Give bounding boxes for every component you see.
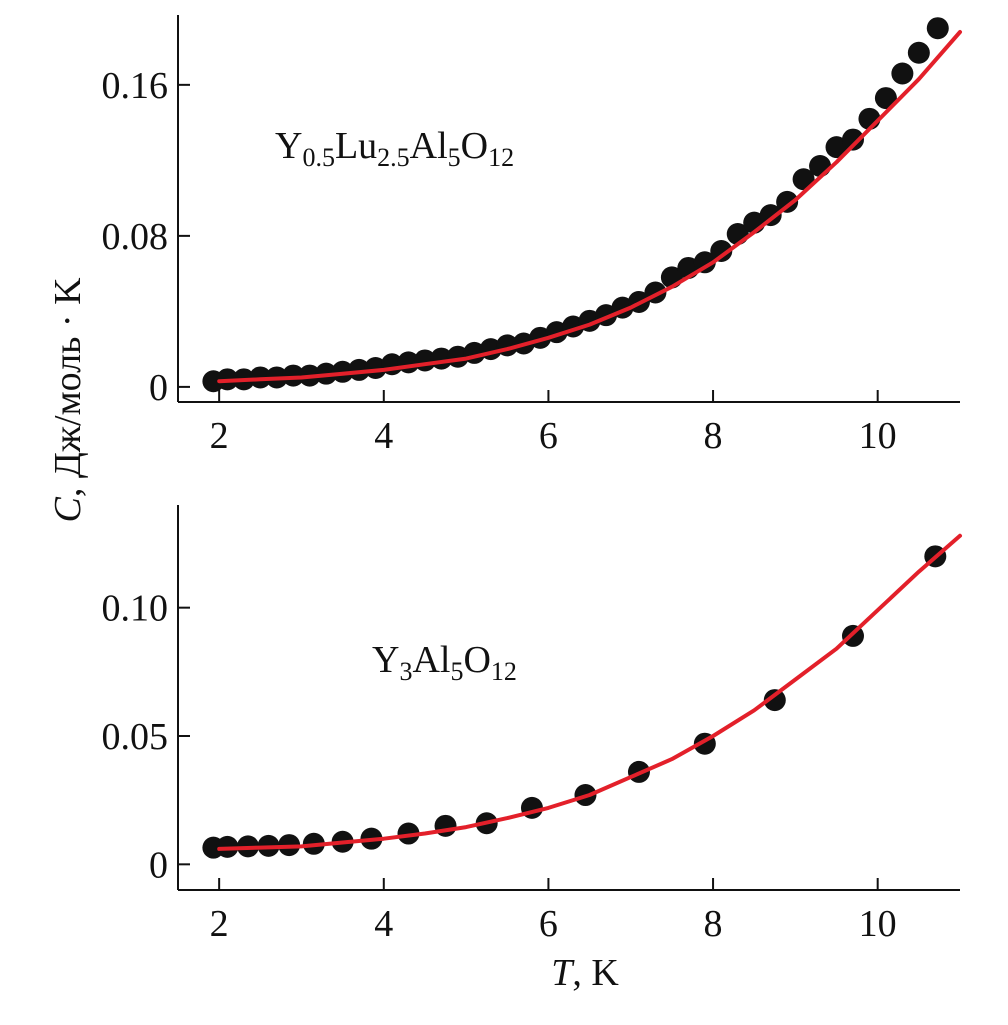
formula-element: Y	[275, 125, 302, 167]
x-axis-unit: , K	[572, 952, 619, 994]
x-axis-label: T, K	[551, 952, 619, 994]
y-axis-label: C, Дж/моль · K	[47, 277, 89, 523]
fit-line	[217, 533, 962, 851]
formula-subscript: 3	[399, 657, 412, 686]
data-point	[282, 364, 305, 387]
y-tick-label: 0.08	[102, 216, 169, 258]
formula-subscript: 2.5	[377, 143, 410, 172]
data-point	[874, 87, 897, 110]
y-tick-label: 0.05	[102, 716, 169, 758]
formula-subscript: 0.5	[302, 143, 335, 172]
formula-label: Y3Al5O12	[372, 639, 517, 686]
formula-element: Y	[372, 639, 399, 681]
y-tick-label: 0.16	[102, 65, 169, 107]
data-point	[776, 190, 799, 213]
panel-top: 2 4 6 8 10 0 0.08 0.16 Y0.5Lu2.5Al5O12	[102, 15, 962, 457]
formula-subscript: 12	[488, 143, 514, 172]
data-point	[364, 357, 387, 380]
panel-bottom: 2 4 6 8 10 0 0.05 0.10 Y3Al5O12	[102, 505, 962, 945]
formula-element: Lu	[335, 125, 377, 167]
data-point	[891, 62, 914, 85]
y-tick-label: 0.10	[102, 588, 169, 630]
formula-element: O	[463, 639, 490, 681]
formula-label: Y0.5Lu2.5Al5O12	[275, 125, 514, 172]
formula-element: Al	[412, 639, 450, 681]
formula-subscript: 12	[491, 657, 517, 686]
data-point	[710, 239, 733, 262]
fit-line	[217, 30, 962, 384]
y-tick-label: 0	[149, 367, 168, 409]
x-axis-var: T	[551, 952, 575, 994]
y-axis-var: C	[47, 497, 89, 523]
formula-element: O	[461, 125, 488, 167]
data-point	[397, 822, 420, 845]
x-tick-label: 10	[859, 415, 897, 457]
y-tick-label: 0	[149, 844, 168, 886]
x-tick-label: 8	[704, 415, 723, 457]
data-point	[348, 358, 371, 381]
data-point	[907, 41, 930, 64]
data-point	[434, 814, 457, 837]
y-axis-unit: , Дж/моль · K	[47, 277, 89, 497]
formula-element: Al	[410, 125, 448, 167]
data-point	[841, 128, 864, 151]
x-tick-label: 6	[539, 903, 558, 945]
data-point	[825, 136, 848, 159]
x-tick-label: 2	[210, 903, 229, 945]
x-tick-label: 10	[859, 903, 897, 945]
x-tick-label: 8	[704, 903, 723, 945]
x-tick-label: 2	[210, 415, 229, 457]
data-point	[759, 204, 782, 227]
data-point	[693, 251, 716, 274]
data-point	[926, 17, 949, 40]
formula-subscript: 5	[448, 143, 461, 172]
formula-subscript: 5	[450, 657, 463, 686]
x-tick-label: 4	[374, 903, 393, 945]
data-point	[763, 689, 786, 712]
x-tick-label: 4	[374, 415, 393, 457]
x-tick-label: 6	[539, 415, 558, 457]
data-point	[809, 155, 832, 178]
